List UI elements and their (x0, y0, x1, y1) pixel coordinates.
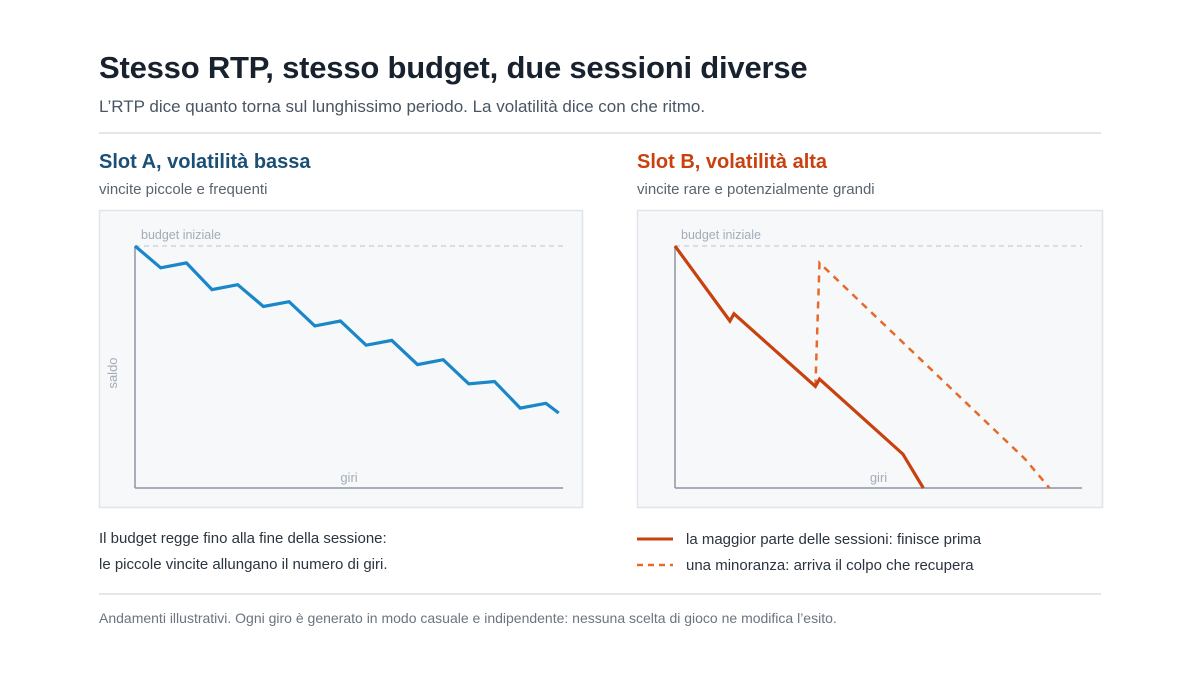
page-subtitle: L’RTP dice quanto torna sul lunghissimo … (99, 97, 706, 116)
slot-a-chart: budget iniziale giri saldo (98, 209, 584, 509)
x-axis-label: giri (340, 470, 357, 485)
slot-a-note-line-2: le piccole vincite allungano il numero d… (99, 556, 388, 573)
legend-dashed-label: una minoranza: arriva il colpo che recup… (686, 556, 974, 574)
series-line-0 (133, 244, 560, 415)
budget-reference-label: budget iniziale (141, 228, 221, 242)
top-divider (99, 132, 1101, 134)
footnote: Andamenti illustrativi. Ogni giro è gene… (99, 610, 837, 626)
legend-item-dashed: una minoranza: arriva il colpo che recup… (637, 555, 974, 575)
legend-solid-label: la maggior parte delle sessioni: finisce… (686, 530, 982, 548)
series-line-1 (814, 260, 1051, 489)
slot-a-title: Slot A, volatilità bassa (99, 151, 311, 173)
bottom-divider (99, 593, 1101, 595)
page-title: Stesso RTP, stesso budget, due sessioni … (99, 50, 808, 85)
legend-dashed-swatch (637, 563, 673, 567)
budget-reference-label: budget iniziale (681, 228, 761, 242)
x-axis-label: giri (870, 470, 887, 485)
y-axis-label: saldo (105, 357, 120, 388)
slot-b-subtitle: vincite rare e potenzialmente grandi (637, 181, 875, 198)
legend-solid-swatch (637, 537, 673, 541)
panel-background (98, 209, 584, 509)
slot-a-subtitle: vincite piccole e frequenti (99, 181, 268, 198)
panel-background (636, 209, 1104, 509)
slot-b-chart: budget iniziale giri (636, 209, 1104, 509)
series-line-0 (673, 245, 925, 489)
slot-a-note-line-1: Il budget regge fino alla fine della ses… (99, 530, 387, 547)
legend-item-solid: la maggior parte delle sessioni: finisce… (637, 529, 981, 549)
slot-b-title: Slot B, volatilità alta (637, 151, 828, 173)
